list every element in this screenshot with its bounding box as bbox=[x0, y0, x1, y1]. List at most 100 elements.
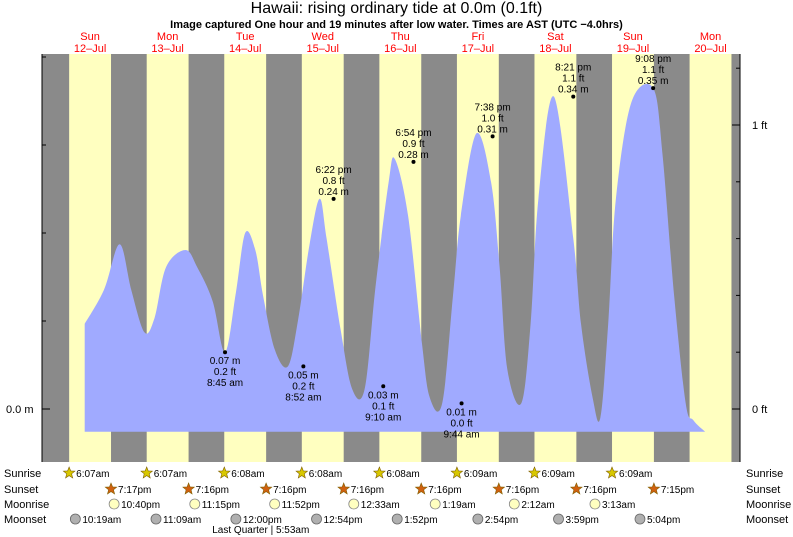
sunset-time: 7:15pm bbox=[661, 485, 694, 496]
date-label: 12–Jul bbox=[74, 43, 106, 55]
low-tide-label: 0.2 ft bbox=[214, 367, 236, 378]
sunrise-time: 6:08am bbox=[231, 469, 264, 480]
moonset-time: 1:52pm bbox=[404, 515, 437, 526]
row-label-left: Moonrise bbox=[4, 499, 49, 511]
moonrise-time: 11:52pm bbox=[282, 500, 320, 511]
row-label-left: Moonset bbox=[4, 514, 46, 526]
moonset-icon bbox=[311, 513, 322, 525]
moonset-time: 12:54pm bbox=[324, 515, 363, 526]
row-label-right: Moonrise bbox=[746, 499, 791, 511]
moonrise-icon bbox=[429, 498, 441, 510]
row-label-right: Moonset bbox=[746, 514, 788, 526]
day-label: Mon bbox=[157, 31, 178, 43]
moonrise-icon bbox=[589, 498, 601, 510]
low-tide-point bbox=[459, 401, 464, 406]
low-tide-point bbox=[223, 350, 228, 355]
chart-title: Hawaii: rising ordinary tide at 0.0m (0.… bbox=[250, 0, 543, 17]
high-tide-point bbox=[411, 159, 416, 164]
sunset-icon bbox=[569, 482, 583, 495]
sunrise-time: 6:08am bbox=[309, 469, 342, 480]
date-label: 17–Jul bbox=[462, 43, 494, 55]
sunrise-icon bbox=[450, 466, 464, 479]
tide-area bbox=[84, 83, 706, 432]
sunrise-time: 6:08am bbox=[386, 469, 419, 480]
sunset-icon bbox=[182, 482, 196, 495]
low-tide-label: 8:52 am bbox=[285, 392, 321, 403]
sunrise-icon bbox=[372, 466, 386, 479]
date-label: 14–Jul bbox=[229, 43, 261, 55]
moonset-time: 3:59pm bbox=[566, 515, 599, 526]
low-tide-label: 0.03 m bbox=[368, 390, 399, 401]
high-tide-label: 0.34 m bbox=[558, 85, 589, 96]
high-tide-label: 6:22 pm bbox=[316, 165, 352, 176]
moon-phase-label: Last Quarter | 5:53am bbox=[212, 525, 309, 536]
moonrise-icon bbox=[269, 498, 281, 510]
row-label-left: Sunset bbox=[4, 484, 38, 496]
moonrise-time: 11:15pm bbox=[202, 500, 240, 511]
date-label: 19–Jul bbox=[617, 43, 649, 55]
high-tide-label: 0.24 m bbox=[318, 187, 349, 198]
sunrise-time: 6:09am bbox=[619, 469, 652, 480]
sunset-time: 7:16pm bbox=[428, 485, 461, 496]
low-tide-point bbox=[301, 364, 306, 369]
high-tide-label: 0.9 ft bbox=[402, 139, 424, 150]
high-tide-label: 6:54 pm bbox=[395, 128, 431, 139]
low-tide-label: 0.1 ft bbox=[372, 401, 394, 412]
date-label: 20–Jul bbox=[694, 43, 726, 55]
sunset-icon bbox=[259, 482, 273, 495]
sunset-time: 7:16pm bbox=[506, 485, 539, 496]
high-tide-point bbox=[651, 86, 656, 91]
date-label: 13–Jul bbox=[151, 43, 183, 55]
daylight-band bbox=[689, 54, 732, 462]
sunrise-icon bbox=[62, 466, 76, 479]
high-tide-label: 1.1 ft bbox=[562, 74, 584, 85]
day-label: Wed bbox=[312, 31, 334, 43]
sunrise-icon bbox=[295, 466, 309, 479]
moonrise-time: 3:13am bbox=[602, 500, 635, 511]
moonset-time: 11:09am bbox=[163, 515, 201, 526]
row-label-right: Sunset bbox=[746, 484, 780, 496]
high-tide-label: 8:21 pm bbox=[555, 63, 591, 74]
day-label: Sun bbox=[80, 31, 100, 43]
sunset-icon bbox=[414, 482, 428, 495]
moonset-time: 5:04pm bbox=[647, 515, 680, 526]
moonset-icon bbox=[391, 513, 403, 525]
sunrise-icon bbox=[528, 466, 541, 479]
right-axis-label: 0 ft bbox=[752, 404, 767, 416]
chart-subtitle: Image captured One hour and 19 minutes a… bbox=[170, 19, 623, 31]
sunset-icon bbox=[337, 482, 351, 495]
day-label: Mon bbox=[700, 31, 721, 43]
day-label: Thu bbox=[391, 31, 410, 43]
high-tide-label: 1.0 ft bbox=[481, 113, 503, 124]
sunrise-icon bbox=[140, 466, 154, 479]
moonrise-time: 1:19am bbox=[442, 500, 475, 511]
sunset-icon bbox=[647, 482, 661, 495]
sunset-time: 7:16pm bbox=[583, 485, 616, 496]
date-label: 18–Jul bbox=[539, 43, 571, 55]
sunset-time: 7:17pm bbox=[118, 485, 151, 496]
moonset-icon bbox=[472, 513, 484, 525]
day-label: Sat bbox=[547, 31, 564, 43]
low-tide-label: 0.07 m bbox=[210, 356, 241, 367]
low-tide-label: 0.01 m bbox=[446, 407, 477, 418]
low-tide-label: 0.05 m bbox=[288, 370, 319, 381]
high-tide-label: 0.28 m bbox=[398, 150, 429, 161]
low-tide-label: 9:10 am bbox=[365, 412, 401, 423]
day-label: Fri bbox=[471, 31, 484, 43]
moonset-icon bbox=[634, 513, 646, 525]
sunset-time: 7:16pm bbox=[273, 485, 306, 496]
sunset-time: 7:16pm bbox=[196, 485, 229, 496]
sunrise-icon bbox=[217, 466, 231, 479]
low-tide-label: 8:45 am bbox=[207, 378, 243, 389]
low-tide-label: 0.2 ft bbox=[292, 381, 314, 392]
moonset-time: 10:19am bbox=[82, 515, 121, 526]
sunset-icon bbox=[492, 482, 506, 495]
moonrise-icon bbox=[189, 498, 201, 510]
moonrise-time: 2:12am bbox=[521, 500, 554, 511]
moonset-icon bbox=[230, 513, 242, 525]
sunrise-time: 6:07am bbox=[154, 469, 187, 480]
moonrise-icon bbox=[348, 498, 360, 510]
high-tide-point bbox=[490, 134, 495, 139]
moonset-icon bbox=[69, 513, 81, 525]
